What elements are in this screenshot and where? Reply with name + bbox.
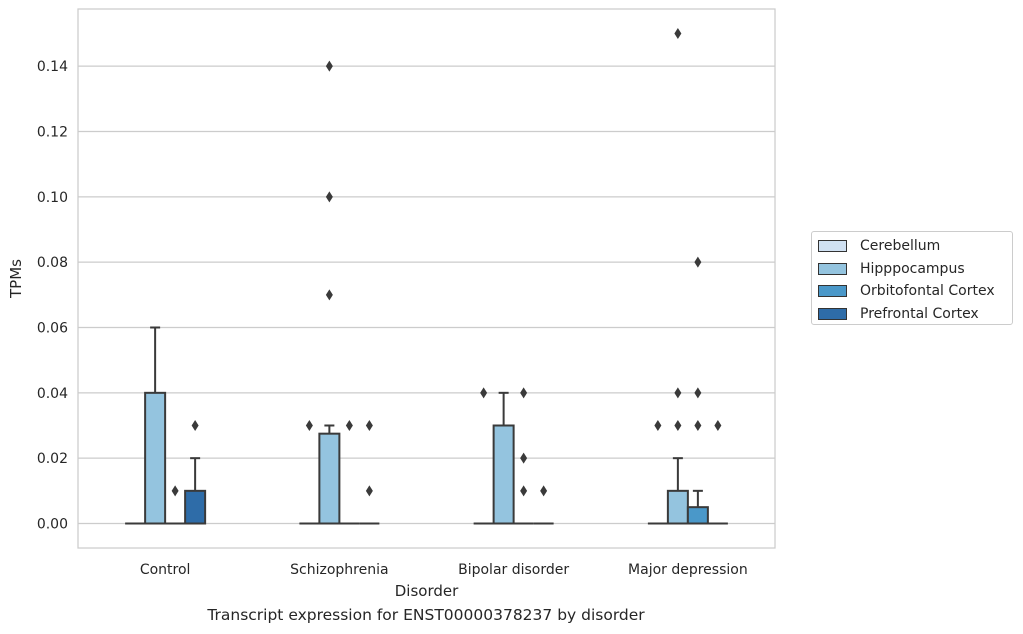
outlier-point bbox=[694, 420, 702, 431]
outlier-point bbox=[520, 387, 528, 399]
outlier-point bbox=[694, 256, 702, 268]
box bbox=[184, 489, 207, 525]
y-tick-label: 0.02 bbox=[37, 451, 68, 467]
box bbox=[492, 424, 515, 525]
outlier-point bbox=[654, 420, 662, 431]
y-tick-label: 0.10 bbox=[37, 190, 68, 206]
legend-swatch bbox=[818, 307, 847, 320]
box bbox=[318, 432, 341, 525]
x-tick-label: Bipolar disorder bbox=[458, 562, 569, 578]
legend-label: Prefrontal Cortex bbox=[860, 305, 979, 322]
outlier-point bbox=[191, 420, 199, 431]
chart-caption: Transcript expression for ENST0000037823… bbox=[207, 606, 645, 624]
x-tick-label: Control bbox=[140, 562, 191, 578]
outlier-point bbox=[480, 387, 488, 399]
x-tick-label: Schizophrenia bbox=[290, 562, 388, 578]
legend-label: Cerebellum bbox=[860, 238, 941, 255]
legend-label: Hipppocampus bbox=[860, 260, 965, 277]
x-tick-label: Major depression bbox=[628, 562, 748, 578]
outlier-point bbox=[365, 420, 373, 431]
box-marks bbox=[125, 28, 728, 525]
y-tick-label: 0.04 bbox=[37, 386, 68, 402]
outlier-point bbox=[345, 420, 353, 431]
gridlines bbox=[78, 65, 775, 525]
y-tick-label: 0.14 bbox=[37, 59, 68, 75]
outlier-point bbox=[520, 452, 528, 464]
y-tick-labels: 0.00 0.02 0.04 0.06 0.08 0.10 0.12 0.14 bbox=[37, 59, 68, 532]
outlier-point bbox=[540, 485, 548, 497]
y-axis-label: TPMs bbox=[7, 259, 25, 299]
box bbox=[686, 506, 709, 525]
legend-swatch bbox=[818, 240, 847, 253]
outlier-point bbox=[171, 485, 179, 497]
outlier-point bbox=[674, 420, 682, 431]
y-tick-label: 0.12 bbox=[37, 125, 68, 141]
y-tick-label: 0.08 bbox=[37, 255, 68, 271]
y-tick-label: 0.00 bbox=[37, 517, 68, 533]
outlier-point bbox=[365, 485, 373, 497]
legend-swatch bbox=[818, 285, 847, 298]
x-axis-label: Disorder bbox=[395, 582, 459, 600]
outlier-point bbox=[674, 28, 682, 39]
x-tick-labels: Control Schizophrenia Bipolar disorder Majo… bbox=[140, 562, 748, 578]
legend: Cerebellum Hipppocampus Orbitofontal Cor… bbox=[811, 231, 1013, 325]
outlier-point bbox=[520, 485, 528, 497]
outlier-point bbox=[325, 289, 333, 301]
outlier-point bbox=[325, 60, 333, 72]
legend-label: Orbitofontal Cortex bbox=[860, 283, 995, 300]
plot-frame bbox=[77, 8, 776, 549]
outlier-point bbox=[325, 191, 333, 203]
legend-item-hippocampus: Hipppocampus bbox=[818, 258, 1006, 281]
outlier-point bbox=[714, 420, 722, 431]
legend-item-cerebellum: Cerebellum bbox=[818, 235, 1006, 258]
outlier-point bbox=[305, 420, 313, 431]
outlier-point bbox=[674, 387, 682, 399]
box bbox=[666, 489, 689, 525]
legend-item-orbitofrontal-cortex: Orbitofontal Cortex bbox=[818, 280, 1006, 303]
outlier-point bbox=[694, 387, 702, 399]
y-tick-label: 0.06 bbox=[37, 321, 68, 337]
legend-swatch bbox=[818, 262, 847, 275]
legend-item-prefrontal-cortex: Prefrontal Cortex bbox=[818, 303, 1006, 326]
box bbox=[144, 391, 167, 525]
